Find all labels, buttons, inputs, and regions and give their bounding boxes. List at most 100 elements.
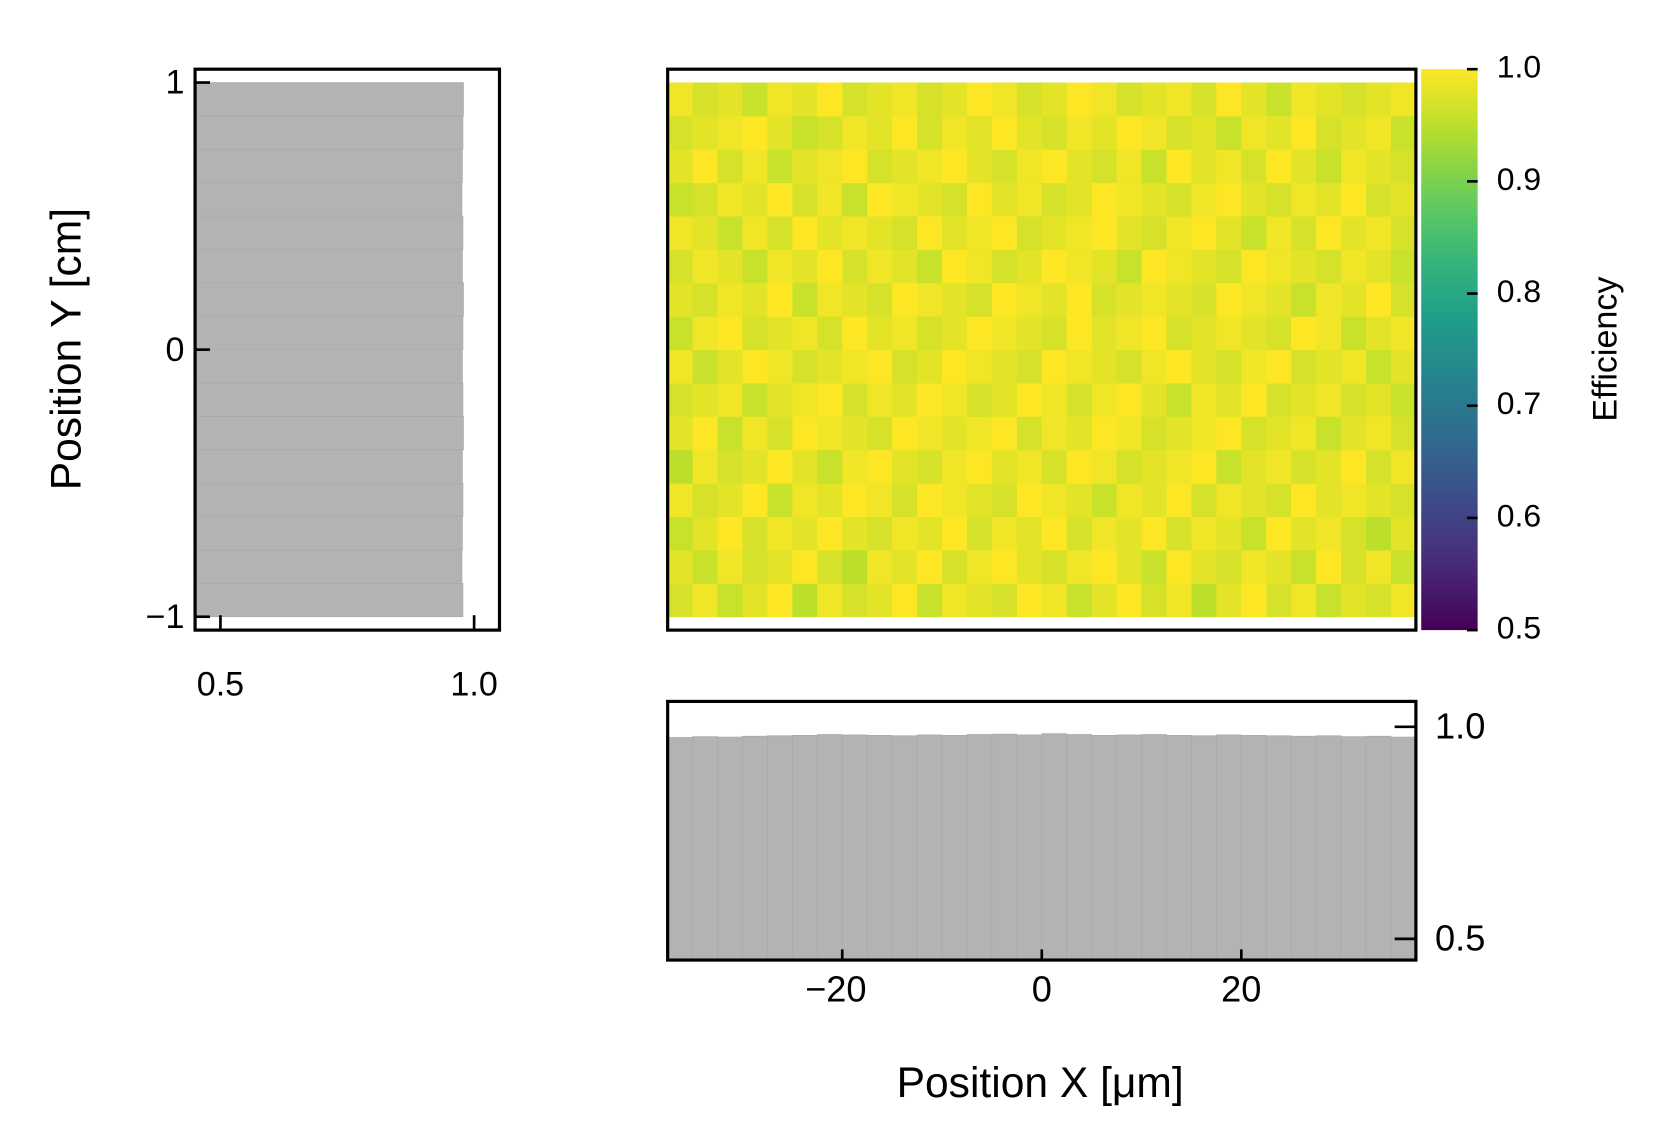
heatmap-cell (842, 282, 868, 317)
heatmap-cell (692, 216, 718, 250)
heatmap-cell (1116, 149, 1142, 184)
y-tick-label: 0 (165, 331, 184, 369)
heatmap-cell (942, 115, 968, 150)
heatmap-cell (867, 416, 893, 451)
heatmap-cell (1141, 416, 1167, 451)
histogram-bar (194, 349, 463, 384)
heatmap-cell (1241, 82, 1267, 117)
heatmap-cell (1316, 383, 1342, 417)
heatmap-cell (717, 82, 743, 117)
heatmap-cell (1166, 182, 1192, 217)
heatmap-cell (817, 282, 843, 317)
heatmap-cell (692, 182, 718, 217)
heatmap-cell (1016, 583, 1043, 618)
heatmap-cell (942, 249, 968, 284)
heatmap-cell (717, 449, 743, 484)
heatmap-cell (1341, 349, 1367, 384)
heatmap-cell (1216, 383, 1242, 417)
heatmap-cell (1341, 383, 1367, 417)
heatmap-cell (1241, 416, 1267, 451)
heatmap-cell (1316, 516, 1342, 551)
heatmap-cell (1066, 82, 1093, 117)
heatmap-cell (1366, 349, 1392, 384)
heatmap-cell (917, 383, 943, 417)
heatmap-cell (1041, 316, 1068, 351)
heatmap-cell (991, 216, 1018, 250)
heatmap-cell (717, 115, 743, 150)
heatmap-cell (1216, 216, 1242, 250)
heatmap-cell (1366, 149, 1392, 184)
heatmap-cell (717, 583, 743, 618)
heatmap-cell (1316, 416, 1342, 451)
histogram-bar (194, 82, 464, 117)
heatmap-cell (1366, 583, 1392, 618)
heatmap-cell (1216, 516, 1242, 551)
heatmap-cell (842, 583, 868, 618)
heatmap-cell (1241, 383, 1267, 417)
heatmap-cell (991, 583, 1018, 618)
histogram-bar (194, 148, 463, 184)
heatmap-cell (692, 516, 718, 551)
heatmap-cell (1216, 115, 1242, 150)
heatmap-cell (817, 449, 843, 484)
heatmap-cell (867, 149, 893, 184)
heatmap-cell (717, 149, 743, 184)
heatmap-cell (1390, 182, 1417, 217)
heatmap-cell (1291, 349, 1317, 384)
heatmap-cell (1016, 316, 1043, 351)
marks (194, 82, 1417, 961)
heatmap-cell (991, 182, 1018, 217)
heatmap-cell (667, 549, 694, 584)
heatmap-cell (892, 182, 918, 217)
heatmap-cell (1266, 583, 1292, 618)
heatmap-cell (1191, 449, 1217, 484)
heatmap-cell (1091, 449, 1118, 484)
heatmap-cell (1066, 282, 1093, 317)
heatmap-cell (842, 349, 868, 384)
heatmap-cell (892, 483, 918, 518)
heatmap-cell (767, 449, 793, 484)
x-tick-label: −20 (805, 969, 866, 1010)
heatmap-cell (892, 249, 918, 284)
heatmap-cell (817, 483, 843, 518)
heatmap-cell (1166, 383, 1192, 417)
heatmap-cell (1341, 149, 1367, 184)
histogram-bar (966, 734, 993, 961)
heatmap-cell (1266, 383, 1292, 417)
heatmap-cell (966, 549, 993, 584)
heatmap-cell (1166, 216, 1192, 250)
heatmap-cell (717, 182, 743, 217)
heatmap-cell (917, 483, 943, 518)
heatmap-cell (842, 549, 868, 584)
heatmap-cell (892, 449, 918, 484)
heatmap-cell (1041, 216, 1068, 250)
heatmap-cell (1166, 349, 1192, 384)
heatmap-cell (1366, 449, 1392, 484)
heatmap-cell (942, 383, 968, 417)
heatmap-cell (1116, 216, 1142, 250)
histogram-bar (1191, 735, 1217, 961)
heatmap-cell (817, 82, 843, 117)
heatmap-cell (817, 416, 843, 451)
heatmap-cell (1366, 115, 1392, 150)
heatmap-cell (1216, 449, 1242, 484)
heatmap-cell (1116, 383, 1142, 417)
heatmap-cell (1141, 449, 1167, 484)
heatmap-cell (1066, 149, 1093, 184)
heatmap-cell (1241, 115, 1267, 150)
heatmap-cell (917, 549, 943, 584)
heatmap-cell (917, 282, 943, 317)
heatmap-cell (1366, 282, 1392, 317)
heatmap-cell (1390, 449, 1417, 484)
colorbar (1421, 69, 1478, 631)
colorbar-tick-label: 0.5 (1497, 610, 1541, 646)
heatmap-cell (742, 516, 768, 551)
heatmap-cell (1141, 583, 1167, 618)
heatmap-cell (1316, 483, 1342, 518)
heatmap-cell (1116, 549, 1142, 584)
heatmap-cell (1291, 149, 1317, 184)
heatmap-cell (1390, 249, 1417, 284)
heatmap-cell (1266, 115, 1292, 150)
heatmap-cell (966, 416, 993, 451)
heatmap-cell (692, 449, 718, 484)
